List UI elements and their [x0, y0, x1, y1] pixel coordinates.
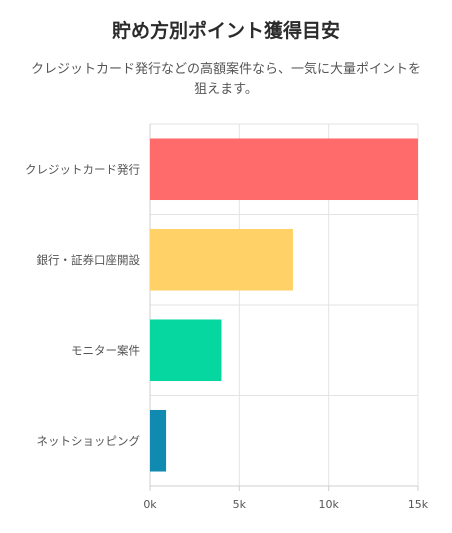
category-label: クレジットカード発行: [25, 162, 140, 176]
category-label: モニター案件: [71, 343, 140, 357]
x-tick-label: 5k: [233, 498, 247, 511]
chart-title: 貯め方別ポイント獲得目安: [111, 20, 340, 42]
bar: [150, 409, 167, 472]
bar: [150, 228, 293, 291]
x-tick-label: 10k: [318, 498, 339, 511]
category-label: 銀行・証券口座開設: [37, 253, 141, 267]
chart-subtitle: クレジットカード発行などの高額案件なら、一気に大量ポイントを狙えます。: [30, 62, 421, 97]
x-tick-label: 15k: [408, 498, 429, 511]
bar: [150, 138, 418, 201]
x-tick-label: 0k: [143, 498, 157, 511]
bar: [150, 319, 222, 382]
category-label: ネットショッピング: [37, 434, 141, 448]
